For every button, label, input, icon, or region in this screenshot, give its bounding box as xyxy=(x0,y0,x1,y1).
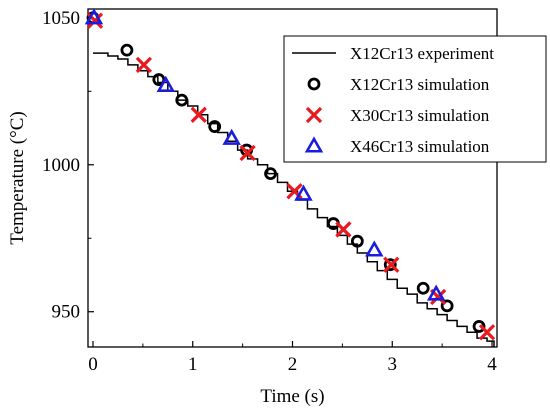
circle-point xyxy=(208,120,222,133)
triangle-point xyxy=(365,240,384,257)
y-axis-label: Temperature (°C) xyxy=(7,111,28,244)
plot-area xyxy=(84,8,496,347)
series-2 xyxy=(86,12,496,341)
circle-point xyxy=(350,234,364,248)
x-tick-label: 2 xyxy=(288,354,298,375)
circle-point xyxy=(383,258,397,272)
circle-point xyxy=(472,320,486,333)
circle-point xyxy=(440,299,454,313)
cross-point xyxy=(135,56,152,73)
cross-point xyxy=(478,324,496,341)
legend-cross-swatch xyxy=(305,106,323,124)
legend-label: X30Cr13 simulation xyxy=(350,106,490,125)
cross-point xyxy=(335,221,352,238)
legend: X12Cr13 experiment X12Cr13 simulation X30C… xyxy=(283,35,547,163)
x-tick-label: 0 xyxy=(88,354,98,375)
triangle-point xyxy=(294,184,313,201)
triangle-point xyxy=(156,75,176,92)
legend-box xyxy=(283,35,547,163)
circle-point xyxy=(120,43,134,57)
legend-label: X12Cr13 simulation xyxy=(350,75,490,94)
triangle-point xyxy=(222,128,241,145)
x-tick-label: 3 xyxy=(388,354,398,375)
legend-circle-swatch xyxy=(307,77,321,91)
cross-point xyxy=(190,106,207,123)
triangle-point xyxy=(84,8,104,25)
y-tick-label: 950 xyxy=(52,302,81,323)
y-tick-label: 1050 xyxy=(42,8,80,29)
legend-label: X46Cr13 simulation xyxy=(350,137,490,156)
legend-triangle-swatch xyxy=(304,136,324,153)
ticks: 0 1 2 3 4 950 1000 1050 xyxy=(42,8,497,375)
cross-point xyxy=(383,256,400,273)
x-tick-label: 1 xyxy=(188,354,198,375)
triangle-point xyxy=(426,284,446,301)
cross-point xyxy=(239,144,256,162)
circle-point xyxy=(175,93,189,107)
circle-point xyxy=(264,167,277,180)
legend-label: X12Cr13 experiment xyxy=(350,44,494,63)
x-tick-label: 4 xyxy=(487,354,497,375)
series-3 xyxy=(84,8,446,301)
circle-point xyxy=(416,281,430,295)
x-axis-label: Time (s) xyxy=(260,386,324,407)
y-tick-label: 1000 xyxy=(42,155,80,176)
